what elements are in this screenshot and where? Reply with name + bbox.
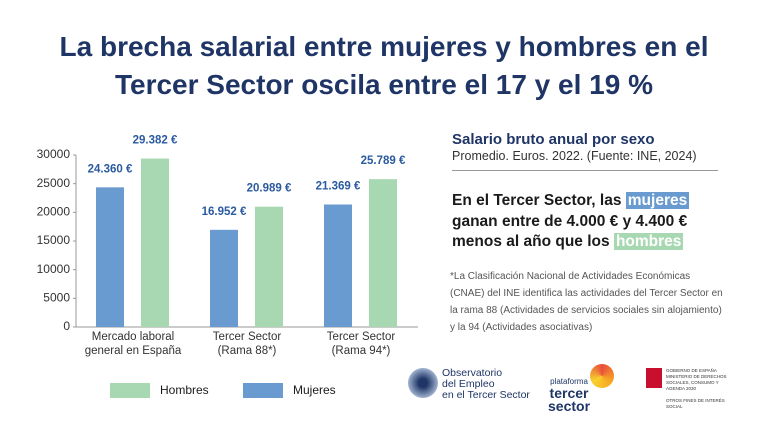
x-tick-label: Tercer Sector (Rama 94*): [326, 331, 396, 357]
logo-text: GOBIERNO DE ESPAÑA: [666, 368, 717, 373]
value-label: 24.360 €: [88, 163, 133, 175]
legend-item: Hombres: [110, 383, 209, 398]
bar: [141, 158, 169, 327]
logo-text: del Empleo: [442, 378, 495, 390]
logo-text: sector: [548, 398, 591, 414]
statement: En el Tercer Sector, las mujeres ganan e…: [452, 191, 722, 253]
y-tick-label: 20000: [37, 205, 71, 219]
value-label: 20.989 €: [247, 183, 292, 195]
plataforma-logo: plataforma tercer sector: [548, 376, 590, 413]
logo-text: Observatorio: [442, 367, 503, 379]
panel-subheading: Promedio. Euros. 2022. (Fuente: INE, 202…: [452, 149, 697, 163]
x-tick-label: Tercer Sector (Rama 88*): [212, 331, 282, 357]
logo-text: tercer: [549, 385, 589, 401]
bar: [210, 229, 238, 327]
y-tick-label: 15000: [37, 233, 71, 247]
observatorio-logo: Observatorio del Empleo en el Tercer Sec…: [442, 368, 530, 401]
legend-label: Hombres: [160, 383, 209, 397]
footnote: *La Clasificación Nacional de Actividade…: [450, 271, 723, 333]
legend-swatch: [110, 383, 150, 398]
legend-label: Mujeres: [293, 383, 336, 397]
statement-text: ganan entre de 4.000 € y 4.400 €: [452, 212, 688, 230]
divider: [452, 170, 718, 171]
chart: 0 5000 10000 15000 20000 25000 30000 24.360 € 29…: [37, 135, 418, 398]
panel-heading: Salario bruto anual por sexo: [452, 131, 655, 148]
highlight-hombres: hombres: [613, 233, 684, 250]
bar: [369, 179, 397, 327]
bar: [96, 187, 124, 327]
y-tick-label: 0: [63, 319, 70, 333]
highlight-mujeres: mujeres: [625, 192, 690, 209]
logo-text: MINISTERIO DE DERECHOS SOCIALES, CONSUMO…: [666, 374, 727, 391]
value-label: 25.789 €: [361, 155, 406, 167]
statement-text: menos al año que los: [452, 233, 610, 250]
value-label: 16.952 €: [202, 206, 247, 218]
gobierno-logo: GOBIERNO DE ESPAÑA MINISTERIO DE DERECHO…: [666, 368, 736, 410]
y-tick-label: 25000: [37, 176, 71, 190]
title-line: La brecha salarial entre mujeres y hombr…: [59, 31, 709, 62]
logo-text: OTROS FINES DE INTERÉS SOCIAL: [666, 398, 725, 409]
gobierno-shield: [646, 368, 662, 388]
title-line: Tercer Sector oscila entre el 17 y el 19…: [114, 69, 653, 100]
y-tick-label: 5000: [43, 291, 70, 305]
value-label: 29.382 €: [133, 135, 178, 147]
y-tick-label: 10000: [37, 262, 71, 276]
plataforma-icon: [590, 364, 614, 388]
observatorio-icon: [408, 368, 438, 398]
value-label: 21.369 €: [316, 181, 361, 193]
bar: [324, 204, 352, 327]
logo-text: en el Tercer Sector: [442, 389, 530, 401]
statement-text: En el Tercer Sector, las: [452, 192, 622, 209]
bar: [255, 206, 283, 327]
logo-text: plataforma: [550, 377, 588, 386]
y-tick-label: 30000: [37, 147, 71, 161]
x-tick-label: Mercado laboral general en España: [84, 331, 182, 357]
legend-item: Mujeres: [243, 383, 336, 398]
legend-swatch: [243, 383, 283, 398]
